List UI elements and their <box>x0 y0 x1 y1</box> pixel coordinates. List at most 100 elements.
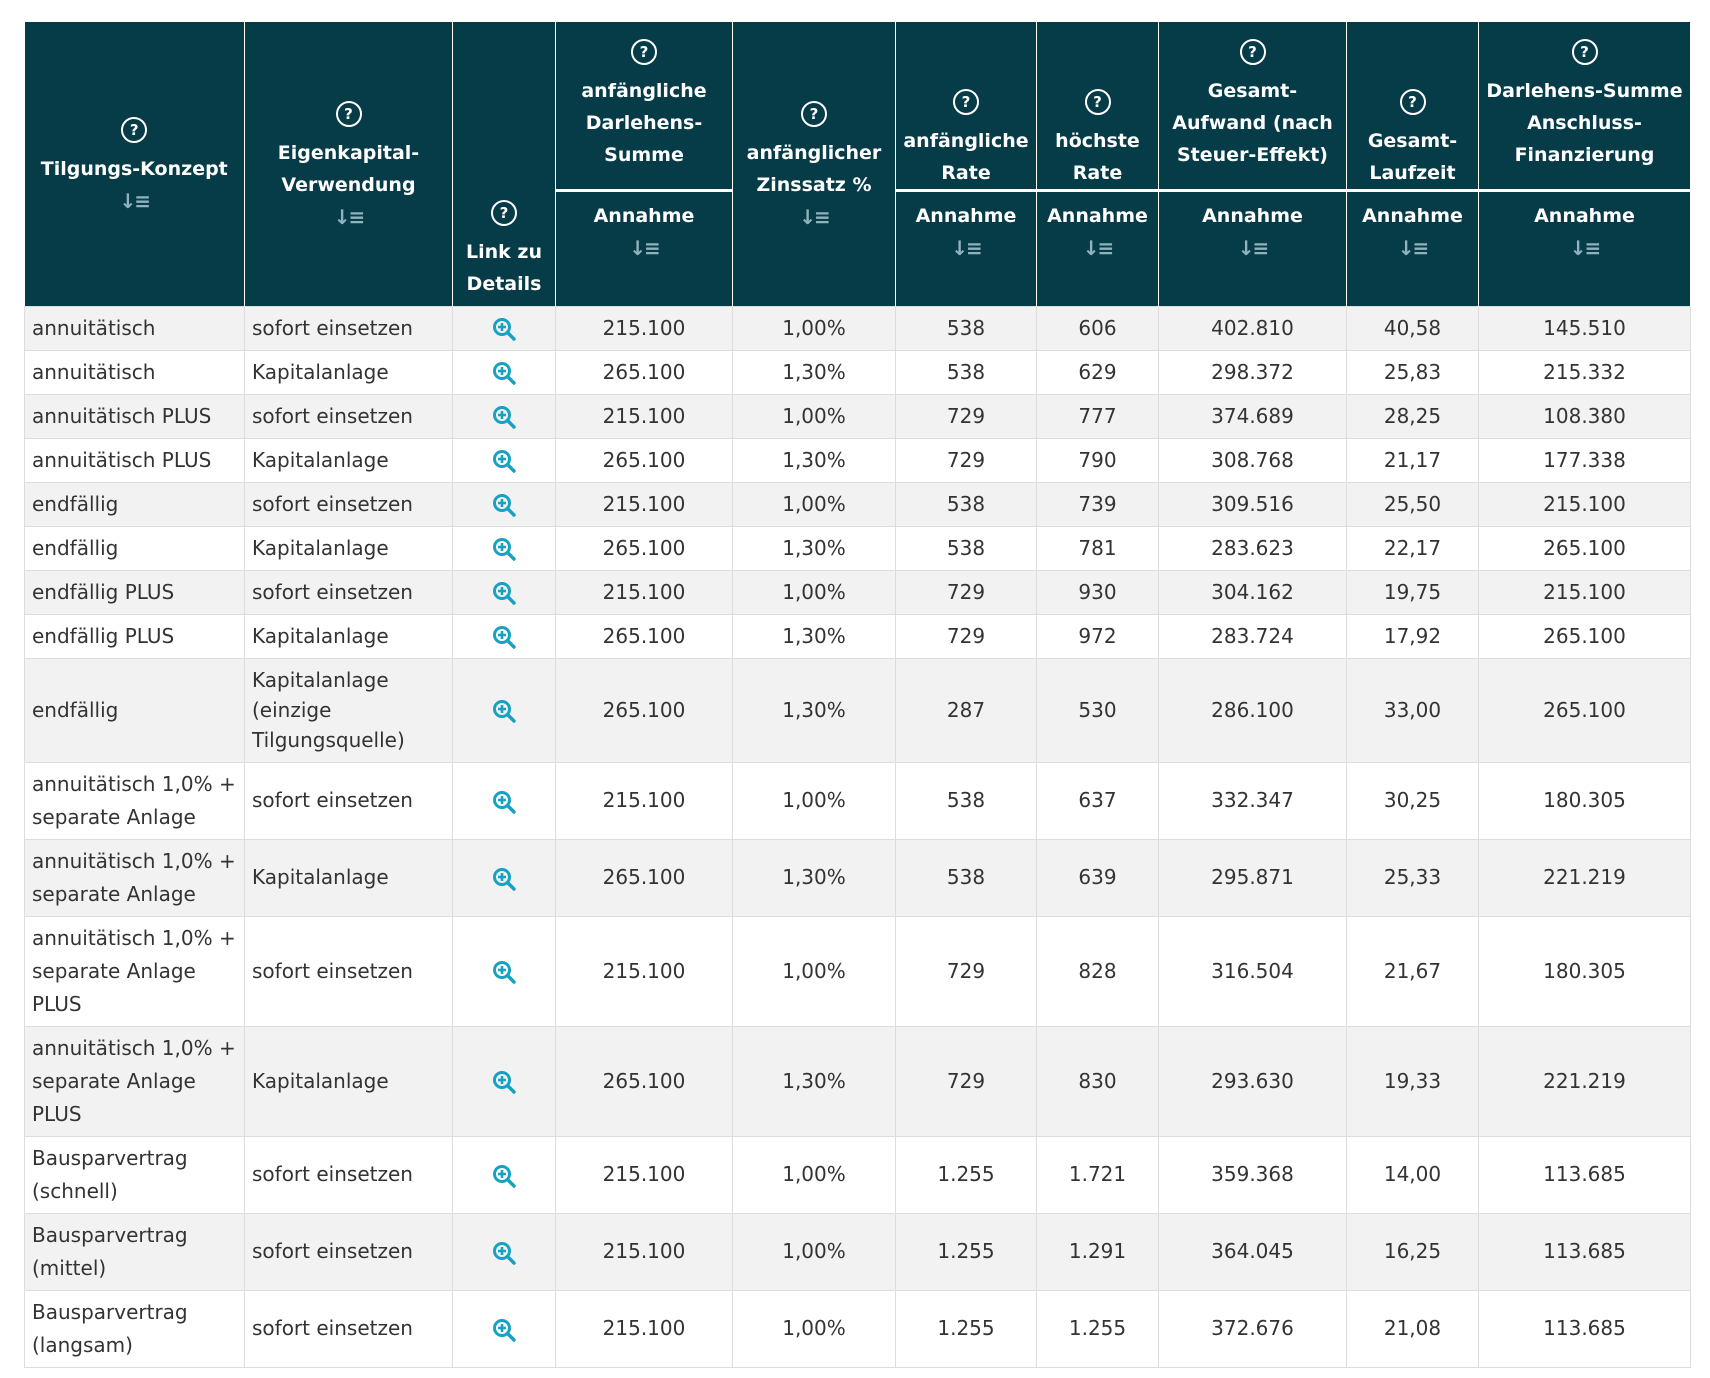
zoom-in-icon[interactable] <box>491 698 517 724</box>
value-cell: 1,30% <box>732 1025 896 1137</box>
details-link-cell[interactable] <box>452 1135 556 1214</box>
col-header-anschlussfinanzierung[interactable]: ? Darlehens-Summe Anschluss-Finanzierung <box>1478 22 1691 190</box>
help-circle-icon[interactable]: ? <box>1084 88 1111 115</box>
value-cell: 1,00% <box>732 915 896 1027</box>
col-header-darlehenssumme[interactable]: ? anfängliche Darlehens-Summe <box>555 22 733 190</box>
zoom-in-icon[interactable] <box>491 536 517 562</box>
subheader-hoechste-rate[interactable]: Annahme ↓≡ <box>1036 188 1159 306</box>
col-header-tilgungs-konzept[interactable]: ? Tilgungs-Konzept ↓≡ <box>24 22 245 306</box>
zoom-in-icon[interactable] <box>491 580 517 606</box>
help-circle-icon[interactable]: ? <box>1239 39 1266 66</box>
value-cell: 265.100 <box>555 613 733 659</box>
zoom-in-icon[interactable] <box>491 1240 517 1266</box>
value-cell: 309.516 <box>1158 481 1347 527</box>
zoom-in-icon[interactable] <box>491 492 517 518</box>
details-link-cell[interactable] <box>452 393 556 439</box>
value-cell: 19,75 <box>1346 569 1479 615</box>
zoom-in-icon[interactable] <box>491 959 517 985</box>
help-circle-icon[interactable]: ? <box>121 116 148 143</box>
tilgungs-konzept-cell: annuitätisch 1,0% + separate Anlage PLUS <box>24 1025 245 1137</box>
zoom-in-icon[interactable] <box>491 789 517 815</box>
details-link-cell[interactable] <box>452 657 556 763</box>
subheader-anschlussfinanzierung[interactable]: Annahme ↓≡ <box>1478 188 1691 306</box>
col-header-eigenkapital[interactable]: ? Eigenkapital-Verwendung ↓≡ <box>244 22 453 306</box>
value-cell: 215.100 <box>555 569 733 615</box>
sort-descending-icon[interactable]: ↓≡ <box>629 235 660 260</box>
help-circle-icon[interactable]: ? <box>953 88 979 115</box>
value-cell: 316.504 <box>1158 915 1347 1027</box>
table-row: endfällig PLUS sofort einsetzen 215.100 1,0… <box>24 569 1691 615</box>
sort-descending-icon[interactable]: ↓≡ <box>799 204 830 229</box>
sort-descending-icon[interactable]: ↓≡ <box>951 235 982 260</box>
value-cell: 1.255 <box>1036 1289 1159 1368</box>
table-header: ? Tilgungs-Konzept ↓≡ ? Eigenkapital-Ver… <box>24 22 1691 306</box>
col-header-zinssatz[interactable]: ? anfänglicher Zinssatz % ↓≡ <box>732 22 896 306</box>
sort-descending-icon[interactable]: ↓≡ <box>1569 235 1601 260</box>
zoom-in-icon[interactable] <box>491 404 517 430</box>
table-row: annuitätisch PLUS Kapitalanlage 265.100 1,3… <box>24 437 1691 483</box>
value-cell: 739 <box>1036 481 1159 527</box>
help-circle-icon[interactable]: ? <box>1571 39 1598 66</box>
value-cell: 265.100 <box>555 437 733 483</box>
col-label: höchste Rate <box>1055 129 1140 184</box>
col-label: anfängliche Rate <box>903 129 1029 184</box>
table-row: annuitätisch Kapitalanlage 265.100 1,30% 538… <box>24 349 1691 395</box>
value-cell: 777 <box>1036 393 1159 439</box>
details-link-cell[interactable] <box>452 838 556 917</box>
sort-descending-icon[interactable]: ↓≡ <box>1397 235 1429 260</box>
value-cell: 359.368 <box>1158 1135 1347 1214</box>
details-link-cell[interactable] <box>452 915 556 1027</box>
value-cell: 40,58 <box>1346 305 1479 351</box>
zoom-in-icon[interactable] <box>491 316 517 342</box>
value-cell: 25,50 <box>1346 481 1479 527</box>
zoom-in-icon[interactable] <box>491 866 517 892</box>
help-circle-icon[interactable]: ? <box>631 39 657 66</box>
col-header-gesamtaufwand[interactable]: ? Gesamt-Aufwand (nach Steuer-Effekt) <box>1158 22 1347 190</box>
zoom-in-icon[interactable] <box>491 1317 517 1343</box>
subheader-anfaengliche-rate[interactable]: Annahme ↓≡ <box>895 188 1037 306</box>
sort-descending-icon[interactable]: ↓≡ <box>1237 235 1269 260</box>
col-header-gesamtlaufzeit[interactable]: ? Gesamt-Laufzeit <box>1346 22 1479 190</box>
value-cell: 28,25 <box>1346 393 1479 439</box>
sort-descending-icon[interactable]: ↓≡ <box>333 204 365 229</box>
details-link-cell[interactable] <box>452 481 556 527</box>
value-cell: 265.100 <box>555 349 733 395</box>
col-header-hoechste-rate[interactable]: ? höchste Rate <box>1036 22 1159 190</box>
details-link-cell[interactable] <box>452 1025 556 1137</box>
value-cell: 215.100 <box>1478 569 1691 615</box>
details-link-cell[interactable] <box>452 613 556 659</box>
zoom-in-icon[interactable] <box>491 1069 517 1095</box>
subheader-gesamtaufwand[interactable]: Annahme ↓≡ <box>1158 188 1347 306</box>
details-link-cell[interactable] <box>452 761 556 840</box>
value-cell: 30,25 <box>1346 761 1479 840</box>
value-cell: 265.100 <box>1478 525 1691 571</box>
help-circle-icon[interactable]: ? <box>491 199 517 226</box>
help-circle-icon[interactable]: ? <box>1399 88 1426 115</box>
value-cell: 639 <box>1036 838 1159 917</box>
zoom-in-icon[interactable] <box>491 624 517 650</box>
help-circle-icon[interactable]: ? <box>801 100 827 127</box>
details-link-cell[interactable] <box>452 1212 556 1291</box>
subheader-gesamtlaufzeit[interactable]: Annahme ↓≡ <box>1346 188 1479 306</box>
col-header-anfaengliche-rate[interactable]: ? anfängliche Rate <box>895 22 1037 190</box>
zoom-in-icon[interactable] <box>491 448 517 474</box>
value-cell: 21,17 <box>1346 437 1479 483</box>
details-link-cell[interactable] <box>452 437 556 483</box>
subheader-darlehenssumme[interactable]: Annahme ↓≡ <box>555 188 733 306</box>
sort-descending-icon[interactable]: ↓≡ <box>119 188 150 213</box>
details-link-cell[interactable] <box>452 349 556 395</box>
value-cell: 180.305 <box>1478 915 1691 1027</box>
zoom-in-icon[interactable] <box>491 360 517 386</box>
value-cell: 265.100 <box>555 1025 733 1137</box>
value-cell: 21,08 <box>1346 1289 1479 1368</box>
value-cell: 530 <box>1036 657 1159 763</box>
details-link-cell[interactable] <box>452 305 556 351</box>
sort-descending-icon[interactable]: ↓≡ <box>1082 235 1114 260</box>
zoom-in-icon[interactable] <box>491 1163 517 1189</box>
table-row: endfällig PLUS Kapitalanlage 265.100 1,30% 7… <box>24 613 1691 659</box>
value-cell: 215.100 <box>1478 481 1691 527</box>
help-circle-icon[interactable]: ? <box>335 100 362 127</box>
details-link-cell[interactable] <box>452 1289 556 1368</box>
details-link-cell[interactable] <box>452 569 556 615</box>
details-link-cell[interactable] <box>452 525 556 571</box>
